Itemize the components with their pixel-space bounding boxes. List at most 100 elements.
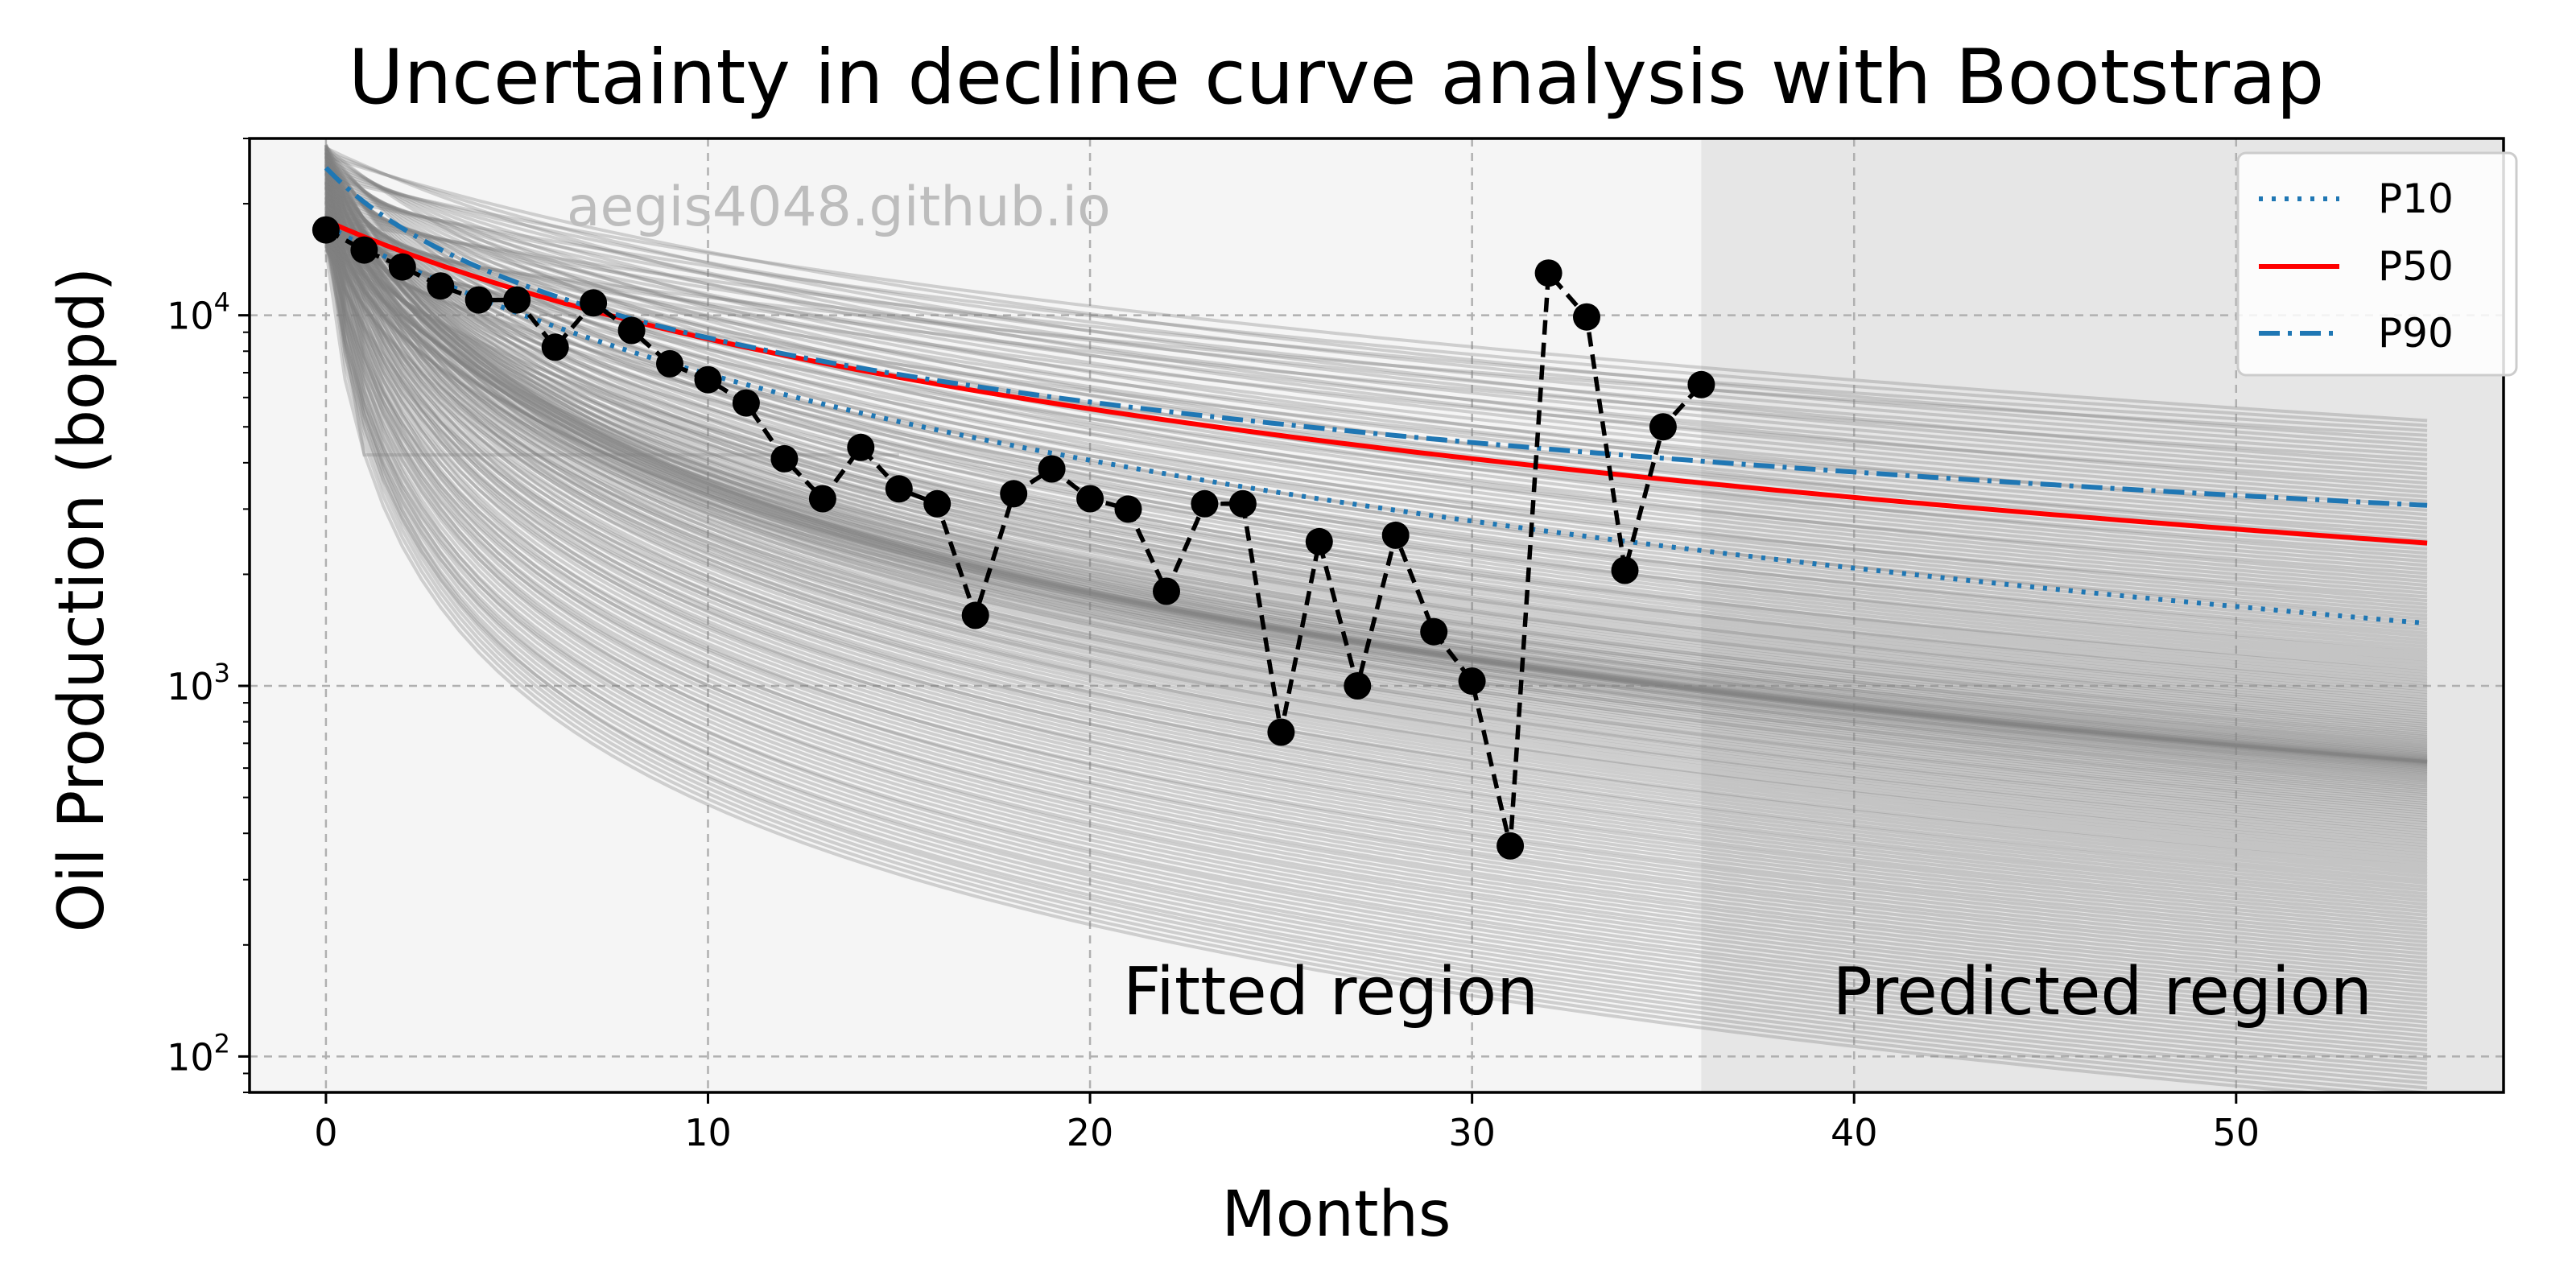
observed-data-point — [427, 272, 455, 300]
bootstrap-curve — [324, 164, 2428, 705]
bootstrap-curve — [325, 227, 2428, 576]
bootstrap-curve — [324, 147, 2428, 797]
observed-data-point — [1420, 617, 1448, 646]
bootstrap-curve — [324, 231, 2428, 980]
observed-data-point — [1191, 489, 1219, 518]
plot-area: Fitted region Predicted region aegis4048.g… — [167, 137, 2505, 1154]
bootstrap-curve — [324, 237, 2428, 960]
bootstrap-curve — [324, 203, 2428, 914]
bootstrap-curve — [324, 197, 2428, 932]
bootstrap-curve — [324, 226, 2428, 652]
bootstrap-curve — [324, 213, 2428, 683]
bootstrap-curve — [324, 201, 2428, 752]
bootstrap-curve — [324, 185, 2428, 764]
bootstrap-curve — [324, 183, 2428, 910]
bootstrap-curve — [324, 212, 2428, 763]
series-line-p50 — [324, 218, 2428, 546]
bootstrap-curve — [324, 201, 2428, 997]
bootstrap-curve — [324, 167, 2428, 789]
bootstrap-curve — [324, 207, 2428, 744]
bootstrap-curve — [324, 170, 2428, 543]
bootstrap-curve — [324, 157, 2428, 603]
bootstrap-curve — [324, 166, 2428, 564]
bootstrap-curve — [324, 227, 2428, 848]
region-label-predicted: Predicted region — [1833, 954, 2372, 1030]
bootstrap-curve — [324, 163, 2428, 749]
bootstrap-curve — [324, 244, 2428, 726]
bootstrap-curve — [324, 206, 2428, 1071]
bootstrap-curve — [324, 168, 2428, 741]
bootstrap-curve — [324, 184, 2428, 568]
observed-data-point — [1687, 370, 1715, 398]
observed-data-point — [656, 349, 683, 378]
bootstrap-curve — [324, 197, 2428, 665]
bootstrap-curve — [324, 233, 2428, 833]
observed-data-point — [617, 316, 646, 345]
bootstrap-curve — [324, 160, 2428, 925]
bootstrap-curve — [324, 146, 2428, 850]
bootstrap-curve — [324, 168, 2428, 968]
bootstrap-curve — [324, 163, 2428, 1085]
bootstrap-curve — [324, 233, 2428, 635]
legend: P10 P50 P90 — [2236, 151, 2518, 377]
bootstrap-curve — [324, 208, 2428, 632]
bootstrap-curve — [324, 217, 2428, 759]
bootstrap-curve — [324, 225, 2428, 1002]
bootstrap-curve — [324, 246, 2428, 865]
bootstrap-curve — [324, 224, 2428, 753]
bootstrap-curve — [324, 150, 2428, 559]
bootstrap-curve — [324, 155, 2428, 778]
legend-entry-p90: P90 — [2259, 310, 2454, 357]
bootstrap-curve — [324, 151, 2428, 1056]
bootstrap-curve — [324, 155, 2428, 729]
bootstrap-curve — [324, 162, 2428, 799]
bootstrap-curve — [324, 148, 2428, 702]
bootstrap-curve — [324, 156, 2428, 944]
bootstrap-curve — [324, 158, 2428, 810]
x-tick-label: 30 — [1448, 1111, 1496, 1154]
bootstrap-outlier-curve — [324, 229, 899, 457]
bootstrap-curve — [324, 215, 2428, 817]
bootstrap-curve — [324, 208, 2428, 697]
bootstrap-curve — [324, 174, 2428, 872]
bootstrap-curve — [324, 198, 2428, 860]
observed-data-point — [732, 389, 760, 417]
bootstrap-curve — [324, 192, 2428, 952]
bootstrap-curve — [324, 186, 2428, 742]
legend-label-p50: P50 — [2378, 243, 2454, 290]
bootstrap-curve — [324, 159, 2428, 1010]
bootstrap-curve — [324, 169, 2428, 889]
bootstrap-curve — [325, 184, 2428, 476]
bootstrap-curve — [324, 172, 2428, 730]
bootstrap-curve — [324, 171, 2428, 762]
observed-data-point — [1573, 303, 1600, 331]
bootstrap-curve — [325, 195, 2428, 427]
observed-data-point — [1649, 413, 1677, 441]
bootstrap-curve — [324, 153, 2428, 886]
bootstrap-curve — [324, 199, 2428, 803]
bootstrap-curve — [325, 189, 2428, 452]
bootstrap-curve — [324, 145, 2428, 921]
bootstrap-curve — [324, 196, 2428, 758]
bootstrap-curve — [324, 218, 2428, 1024]
observed-data-point — [770, 444, 799, 473]
bootstrap-curve — [324, 223, 2383, 1092]
bootstrap-curve — [324, 204, 2428, 844]
bootstrap-curve — [324, 231, 2428, 700]
bootstrap-curve — [324, 189, 2428, 782]
bootstrap-curve — [324, 242, 2428, 777]
observed-data-point — [388, 253, 416, 281]
bootstrap-curve — [324, 159, 2428, 756]
bootstrap-curve — [324, 229, 2428, 1075]
bootstrap-curve — [324, 200, 2428, 768]
observed-data-point — [961, 601, 989, 630]
x-tick-label: 0 — [314, 1111, 337, 1154]
bootstrap-curve — [324, 238, 2428, 686]
bootstrap-curve — [324, 167, 2428, 1061]
observed-data-point — [847, 433, 875, 461]
bootstrap-curve — [324, 152, 2428, 964]
bootstrap-curve — [324, 166, 2428, 839]
bootstrap-curve — [324, 250, 2326, 1092]
bootstrap-curve — [324, 155, 2428, 761]
region-label-fitted: Fitted region — [1123, 954, 1538, 1030]
